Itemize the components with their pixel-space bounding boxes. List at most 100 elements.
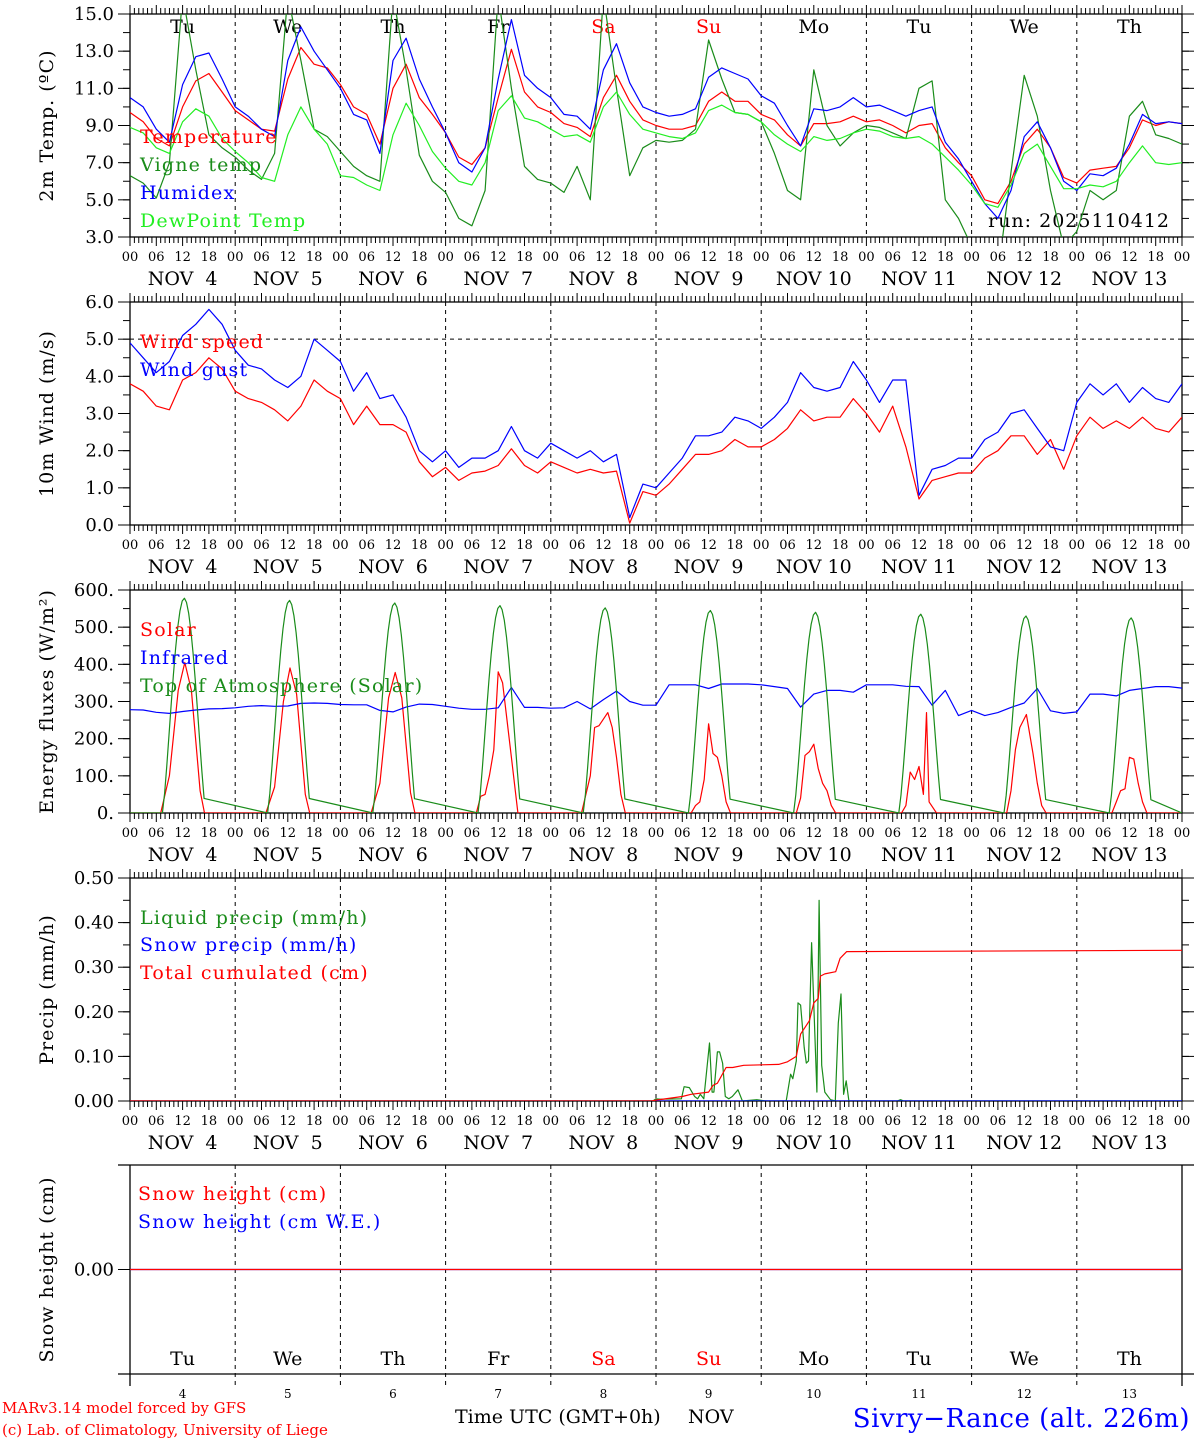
hour-tick-label: 00	[963, 538, 980, 553]
date-label: NOV 13	[1091, 556, 1167, 578]
hour-tick-label: 18	[937, 1114, 954, 1129]
day-number-label: 6	[389, 1387, 397, 1401]
date-label: NOV 6	[358, 1132, 428, 1154]
day-number-label: 12	[1017, 1387, 1032, 1401]
hour-tick-label: 06	[674, 1114, 691, 1129]
hour-tick-label: 06	[990, 1114, 1007, 1129]
hour-tick-label: 06	[1095, 1114, 1112, 1129]
hour-tick-label: 06	[464, 826, 481, 841]
day-name-label: Fr	[487, 1348, 510, 1370]
hour-tick-label: 18	[201, 250, 218, 265]
hour-tick-label: 00	[1069, 250, 1086, 265]
date-label: NOV 6	[358, 268, 428, 290]
date-label: NOV 12	[986, 844, 1062, 866]
day-name-label: Tu	[170, 1348, 195, 1370]
hour-tick-label: 18	[727, 826, 744, 841]
legend-entry: Total cumulated (cm)	[140, 962, 369, 984]
hour-tick-label: 18	[411, 826, 428, 841]
y-tick-label: 300.	[74, 692, 114, 713]
panel-precip: 0.00 0.10 0.20 0.30 0.40 0.50 Precip (mm/h) 00 0…	[36, 868, 1194, 1154]
hour-tick-label: 06	[674, 538, 691, 553]
hour-tick-label: 06	[358, 1114, 375, 1129]
hour-tick-label: 00	[753, 826, 770, 841]
date-label: NOV 8	[569, 844, 639, 866]
hour-tick-label: 06	[779, 538, 796, 553]
hour-tick-label: 12	[174, 250, 191, 265]
hour-tick-label: 06	[990, 826, 1007, 841]
hour-tick-label: 00	[858, 250, 875, 265]
hour-tick-label: 12	[806, 826, 823, 841]
hour-tick-label: 12	[1016, 826, 1033, 841]
day-number-label: 4	[179, 1387, 187, 1401]
y-tick-label: 11.0	[74, 78, 114, 99]
day-name-label: Tu	[170, 16, 195, 38]
hour-tick-label: 06	[358, 250, 375, 265]
y-tick-label: 7.0	[85, 153, 114, 174]
hour-tick-label: 12	[174, 538, 191, 553]
hour-tick-label: 12	[1121, 250, 1138, 265]
hour-tick-label: 00	[543, 538, 560, 553]
hour-tick-label: 00	[1174, 1114, 1191, 1129]
date-label: NOV 7	[463, 1132, 533, 1154]
hour-tick-label: 00	[332, 1114, 349, 1129]
station-name: Sivry−Rance (alt. 226m)	[853, 1404, 1190, 1434]
month-label: NOV	[688, 1406, 734, 1428]
hour-tick-label: 00	[227, 538, 244, 553]
hour-tick-label: 06	[779, 826, 796, 841]
day-name-label: Th	[381, 16, 406, 38]
hour-tick-label: 00	[1069, 538, 1086, 553]
hour-tick-label: 00	[753, 538, 770, 553]
date-label: NOV 8	[569, 268, 639, 290]
date-label: NOV 9	[674, 556, 744, 578]
y-tick-label: 3.0	[85, 227, 114, 248]
day-name-label: Su	[696, 16, 721, 38]
date-label: NOV 7	[463, 556, 533, 578]
day-name-label: Fr	[487, 16, 510, 38]
hour-tick-label: 18	[832, 1114, 849, 1129]
hour-tick-label: 18	[727, 538, 744, 553]
hour-tick-label: 18	[621, 826, 638, 841]
run-label: run: 2025110412	[988, 210, 1170, 232]
y-tick-label: 0.0	[85, 515, 114, 536]
date-label: NOV 4	[148, 268, 218, 290]
date-label: NOV 6	[358, 556, 428, 578]
y-tick-label: 400.	[74, 654, 114, 675]
hour-tick-label: 06	[464, 538, 481, 553]
hour-tick-label: 18	[621, 1114, 638, 1129]
day-name-label: Th	[1117, 1348, 1142, 1370]
hour-tick-label: 12	[490, 1114, 507, 1129]
hour-tick-label: 00	[648, 538, 665, 553]
hour-tick-label: 18	[411, 250, 428, 265]
date-label: NOV 5	[253, 556, 323, 578]
hour-tick-label: 06	[884, 538, 901, 553]
hour-tick-label: 00	[437, 826, 454, 841]
hour-tick-label: 18	[306, 826, 323, 841]
day-name-label: Th	[381, 1348, 406, 1370]
hour-tick-label: 06	[358, 538, 375, 553]
hour-tick-label: 06	[884, 250, 901, 265]
date-label: NOV 5	[253, 1132, 323, 1154]
hour-tick-label: 00	[648, 250, 665, 265]
hour-tick-label: 12	[1016, 250, 1033, 265]
hour-tick-label: 12	[595, 250, 612, 265]
date-label: NOV 13	[1091, 844, 1167, 866]
hour-tick-label: 00	[332, 826, 349, 841]
hour-tick-label: 00	[543, 826, 560, 841]
hour-tick-label: 18	[411, 1114, 428, 1129]
hour-tick-label: 18	[411, 538, 428, 553]
series-line-solar	[130, 661, 1182, 813]
hour-tick-label: 18	[516, 538, 533, 553]
date-label: NOV 7	[463, 844, 533, 866]
date-label: NOV 10	[776, 844, 852, 866]
day-name-label: Tu	[907, 16, 932, 38]
date-label: NOV 4	[148, 556, 218, 578]
day-name-label: We	[1010, 16, 1039, 38]
y-tick-label: 6.0	[85, 292, 114, 313]
hour-tick-label: 00	[332, 250, 349, 265]
y-axis-label: 10m Wind (m/s)	[36, 330, 58, 497]
hour-tick-label: 12	[490, 250, 507, 265]
hour-tick-label: 06	[148, 1114, 165, 1129]
hour-tick-label: 00	[437, 1114, 454, 1129]
legend-entry: Liquid precip (mm/h)	[140, 907, 368, 929]
hour-tick-label: 18	[727, 1114, 744, 1129]
